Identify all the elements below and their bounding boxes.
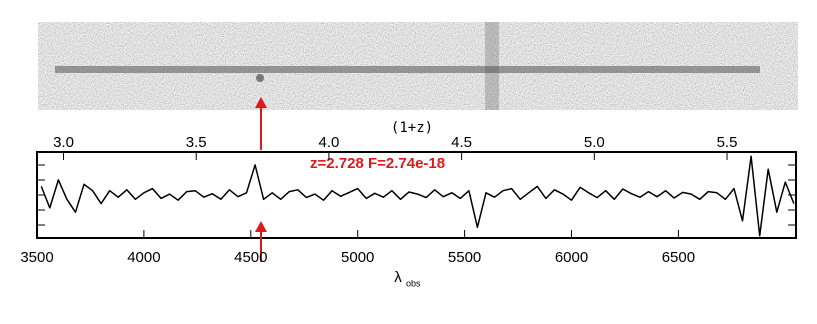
x2-tick-label: 5.0 xyxy=(584,134,605,151)
y-minor-ticks xyxy=(37,164,796,226)
x2-tick-label: 5.5 xyxy=(717,134,738,151)
annotation: z=2.728 F=2.74e-18 xyxy=(310,155,445,172)
x-tick-label: 5500 xyxy=(448,249,481,266)
x-tick-label: 4500 xyxy=(234,249,267,266)
spectrum-2d-image xyxy=(38,22,798,110)
x2-tick-label: 3.0 xyxy=(53,134,74,151)
x2-tick-label: 4.5 xyxy=(451,134,472,151)
x-axis-label: λ xyxy=(394,269,402,286)
top-axis-label: (1+z) xyxy=(391,120,433,136)
x-tick-label: 6500 xyxy=(662,249,695,266)
x-tick-label: 3500 xyxy=(20,249,53,266)
arrow xyxy=(255,97,267,262)
x-tick-label: 6000 xyxy=(555,249,588,266)
x-tick-label: 4000 xyxy=(127,249,160,266)
spectrum-line xyxy=(40,155,795,237)
x2-tick-label: 3.5 xyxy=(186,134,207,151)
x-axis-label-subscript: obs xyxy=(406,278,421,288)
x-tick-label: 5000 xyxy=(341,249,374,266)
x2-tick-label: 4.0 xyxy=(318,134,339,151)
